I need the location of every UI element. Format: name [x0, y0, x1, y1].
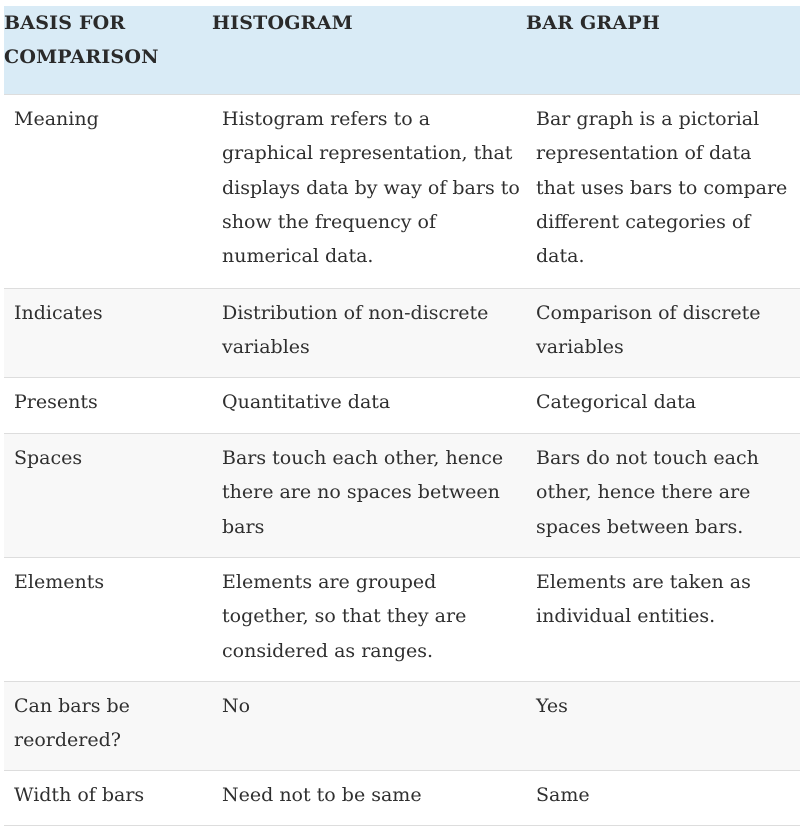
table-row: Meaning Histogram refers to a graphical …	[4, 94, 800, 289]
row-histogram-cell: Distribution of non-discrete variables	[212, 288, 526, 378]
row-bar-graph-text: Bars do not touch each other, hence ther…	[536, 447, 759, 538]
row-basis-text: Indicates	[14, 302, 103, 324]
row-histogram-text: No	[222, 695, 251, 717]
row-basis-text: Spaces	[14, 447, 83, 469]
table-header: BASIS FOR COMPARISON HISTOGRAM BAR GRAPH	[4, 6, 800, 95]
table-body: Meaning Histogram refers to a graphical …	[4, 94, 800, 826]
row-bar-graph-cell: Yes	[526, 681, 800, 771]
row-bar-graph-text: Bar graph is a pictorial representation …	[536, 108, 788, 268]
row-basis-text: Elements	[14, 571, 105, 593]
row-basis-cell: Width of bars	[4, 770, 212, 826]
row-histogram-text: Distribution of non-discrete variables	[222, 302, 489, 359]
table-row: Spaces Bars touch each other, hence ther…	[4, 433, 800, 558]
header-basis-line1: BASIS FOR	[4, 12, 126, 34]
row-histogram-cell: Need not to be same	[212, 770, 526, 826]
row-histogram-cell: No	[212, 681, 526, 771]
row-bar-graph-text: Same	[536, 784, 590, 806]
table-row: Indicates Distribution of non-discrete v…	[4, 288, 800, 378]
row-bar-graph-cell: Bars do not touch each other, hence ther…	[526, 433, 800, 558]
header-basis-line2: COMPARISON	[4, 46, 159, 68]
row-bar-graph-cell: Bar graph is a pictorial representation …	[526, 94, 800, 289]
row-basis-text: Width of bars	[14, 784, 145, 806]
row-histogram-cell: Elements are grouped together, so that t…	[212, 557, 526, 682]
row-basis-cell: Can bars be reordered?	[4, 681, 212, 771]
row-bar-graph-text: Elements are taken as individual entitie…	[536, 571, 751, 628]
header-row: BASIS FOR COMPARISON HISTOGRAM BAR GRAPH	[4, 6, 800, 95]
row-histogram-text: Bars touch each other, hence there are n…	[222, 447, 504, 538]
comparison-table: BASIS FOR COMPARISON HISTOGRAM BAR GRAPH…	[4, 6, 800, 826]
row-basis-text: Presents	[14, 391, 98, 413]
row-bar-graph-text: Categorical data	[536, 391, 697, 413]
row-bar-graph-cell: Same	[526, 770, 800, 826]
header-bar-graph: BAR GRAPH	[526, 6, 800, 95]
row-bar-graph-cell: Elements are taken as individual entitie…	[526, 557, 800, 682]
header-histogram: HISTOGRAM	[212, 6, 526, 95]
row-histogram-cell: Bars touch each other, hence there are n…	[212, 433, 526, 558]
row-basis-cell: Presents	[4, 377, 212, 434]
row-basis-cell: Indicates	[4, 288, 212, 378]
row-histogram-text: Need not to be same	[222, 784, 422, 806]
table-row: Width of bars Need not to be same Same	[4, 770, 800, 826]
row-basis-cell: Meaning	[4, 94, 212, 289]
row-basis-text: Can bars be reordered?	[14, 695, 130, 752]
row-basis-text: Meaning	[14, 108, 99, 130]
row-bar-graph-text: Comparison of discrete variables	[536, 302, 761, 359]
row-histogram-text: Quantitative data	[222, 391, 391, 413]
header-basis-for-comparison: BASIS FOR COMPARISON	[4, 6, 212, 95]
row-histogram-cell: Quantitative data	[212, 377, 526, 434]
row-histogram-text: Histogram refers to a graphical represen…	[222, 108, 520, 268]
row-bar-graph-text: Yes	[536, 695, 568, 717]
row-basis-cell: Elements	[4, 557, 212, 682]
row-histogram-text: Elements are grouped together, so that t…	[222, 571, 467, 662]
row-bar-graph-cell: Comparison of discrete variables	[526, 288, 800, 378]
row-bar-graph-cell: Categorical data	[526, 377, 800, 434]
row-basis-cell: Spaces	[4, 433, 212, 558]
row-histogram-cell: Histogram refers to a graphical represen…	[212, 94, 526, 289]
table-row: Can bars be reordered? No Yes	[4, 681, 800, 771]
table-row: Presents Quantitative data Categorical d…	[4, 377, 800, 434]
table-row: Elements Elements are grouped together, …	[4, 557, 800, 682]
